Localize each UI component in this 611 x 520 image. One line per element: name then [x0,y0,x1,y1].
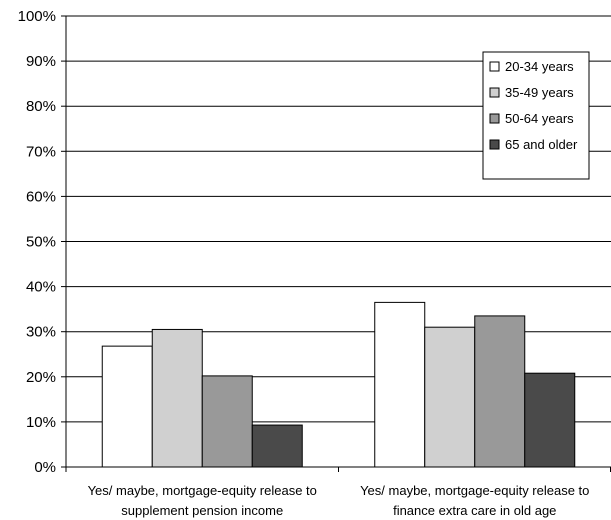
legend-swatch [489,113,500,124]
legend-swatch [489,61,500,72]
y-tick-label: 10% [26,414,56,431]
bars [101,301,576,468]
bar [524,372,576,468]
y-axis-ticks: 0% 10% 20% 30% 40% 50% 60% 70% 80% 90% 100% [18,8,56,476]
bar [251,424,303,468]
legend-label: 35-49 years [505,85,574,100]
y-tick-label: 20% [26,369,56,386]
y-tick-label: 80% [26,98,56,115]
legend-swatch [489,87,500,98]
legend-label: 65 and older [505,137,578,152]
axes [61,15,611,472]
y-tick-label: 0% [34,459,56,476]
bar [374,301,426,468]
y-tick-label: 100% [18,8,56,25]
x-category-label: Yes/ maybe, mortgage-equity release to [360,483,589,498]
y-tick-label: 50% [26,234,56,251]
y-tick-label: 40% [26,279,56,296]
legend-swatch [489,139,500,150]
x-category-label: Yes/ maybe, mortgage-equity release to [88,483,317,498]
bar [101,345,153,468]
bar [424,326,476,468]
x-category-label: supplement pension income [121,503,283,518]
bar [201,375,253,468]
y-tick-label: 70% [26,143,56,160]
y-tick-label: 30% [26,324,56,341]
bar [474,315,526,468]
x-category-label: finance extra care in old age [393,503,556,518]
y-tick-label: 90% [26,53,56,70]
y-tick-label: 60% [26,188,56,205]
legend-box [482,51,590,180]
legend: 20-34 years 35-49 years 50-64 years 65 and … [482,51,590,180]
legend-label: 20-34 years [505,59,574,74]
x-axis-labels: Yes/ maybe, mortgage-equity release to su… [88,483,590,518]
bar [151,328,203,468]
legend-label: 50-64 years [505,111,574,126]
